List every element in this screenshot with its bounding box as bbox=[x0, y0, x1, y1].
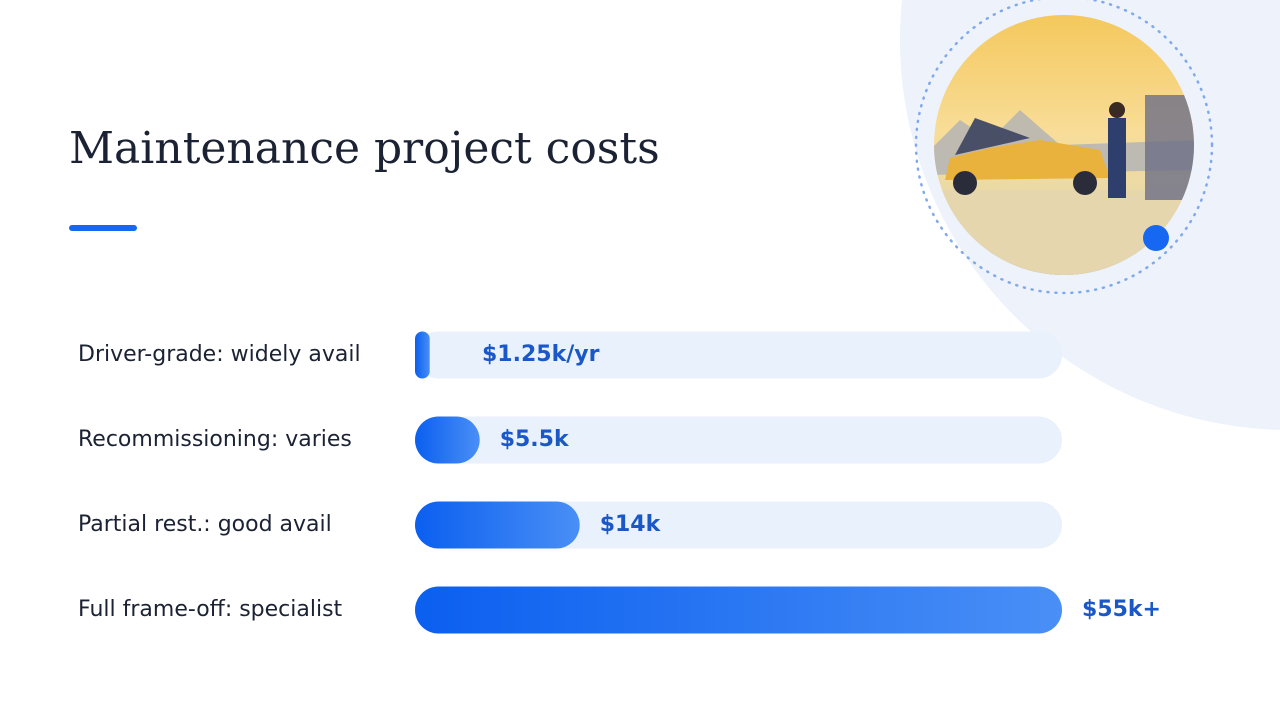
category-label: Partial rest.: good avail bbox=[78, 512, 332, 537]
category-label: Full frame-off: specialist bbox=[78, 597, 343, 622]
dotted-ring bbox=[914, 0, 1214, 295]
value-label: $1.25k/yr bbox=[482, 342, 600, 367]
bar-track bbox=[415, 501, 1062, 549]
category-label: Recommissioning: varies bbox=[78, 427, 352, 452]
chart-title: Maintenance project costs bbox=[69, 123, 660, 174]
bar-track bbox=[415, 416, 1062, 464]
value-label: $14k bbox=[600, 512, 662, 537]
bar bbox=[415, 501, 580, 549]
bar-track bbox=[415, 331, 1062, 379]
bar bbox=[415, 586, 1062, 634]
bar bbox=[415, 416, 480, 464]
title-underline bbox=[69, 225, 137, 231]
accent-dot bbox=[1143, 225, 1169, 251]
bar bbox=[415, 331, 430, 379]
value-label: $5.5k bbox=[500, 427, 570, 452]
category-label: Driver-grade: widely avail bbox=[78, 342, 361, 367]
value-label: $55k+ bbox=[1082, 597, 1161, 622]
